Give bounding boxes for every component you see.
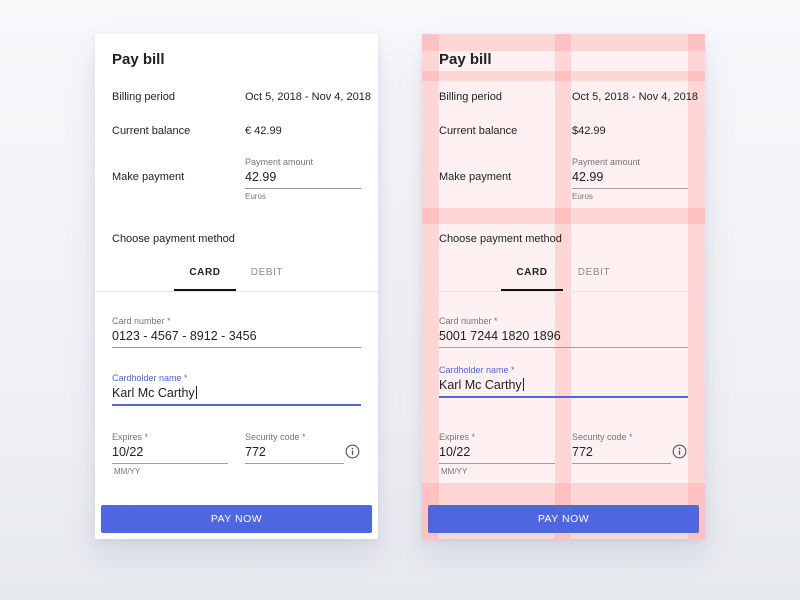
- security-code-label: Security code *: [245, 432, 306, 442]
- tab-divider: [422, 291, 705, 292]
- pay-bill-card-plain: Pay bill Billing period Oct 5, 2018 - No…: [95, 34, 378, 539]
- payment-amount-label: Payment amount: [572, 157, 641, 167]
- tab-debit[interactable]: DEBIT: [250, 267, 284, 278]
- payment-amount-underline: [572, 188, 688, 189]
- pay-now-button[interactable]: PAY NOW: [428, 505, 699, 533]
- current-balance-label: Current balance: [112, 125, 191, 137]
- info-icon[interactable]: [672, 444, 687, 459]
- security-code-field[interactable]: Security code * 772: [245, 432, 361, 464]
- security-code-field[interactable]: Security code * 772: [572, 432, 688, 464]
- expires-label: Expires *: [439, 432, 476, 442]
- info-icon[interactable]: [345, 444, 360, 459]
- payment-amount-field[interactable]: Payment amount 42.99: [245, 157, 361, 189]
- payment-amount-input[interactable]: 42.99: [572, 170, 604, 184]
- pay-now-button[interactable]: PAY NOW: [101, 505, 372, 533]
- card-number-input[interactable]: 0123 - 4567 - 8912 - 3456: [112, 329, 257, 343]
- cardholder-name-text: Karl Mc Carthy: [112, 386, 195, 400]
- grid-column-margin-right: [688, 34, 705, 539]
- expires-underline: [439, 463, 555, 464]
- card-number-label: Card number *: [439, 316, 498, 326]
- cardholder-name-label: Cardholder name *: [439, 365, 515, 375]
- security-code-input[interactable]: 772: [572, 445, 593, 459]
- tab-card[interactable]: CARD: [189, 267, 221, 278]
- card-number-field[interactable]: Card number * 0123 - 4567 - 8912 - 3456: [112, 316, 361, 348]
- payment-amount-helper: Euros: [572, 192, 593, 201]
- cardholder-name-underline: [439, 396, 688, 398]
- text-caret: [522, 378, 524, 391]
- payment-amount-field[interactable]: Payment amount 42.99: [572, 157, 688, 189]
- tab-debit[interactable]: DEBIT: [577, 267, 611, 278]
- grid-row-summary: [422, 208, 705, 224]
- page-title: Pay bill: [439, 51, 492, 68]
- expires-field[interactable]: Expires * 10/22: [112, 432, 228, 464]
- grid-column-gutter: [555, 34, 571, 539]
- tab-indicator: [501, 289, 563, 291]
- grid-row-top: [422, 34, 705, 51]
- make-payment-label: Make payment: [439, 171, 512, 183]
- expires-field[interactable]: Expires * 10/22: [439, 432, 555, 464]
- cardholder-name-text: Karl Mc Carthy: [439, 378, 522, 392]
- billing-period-value: Oct 5, 2018 - Nov 4, 2018: [572, 91, 698, 103]
- security-code-underline: [245, 463, 344, 464]
- expires-underline: [112, 463, 228, 464]
- cardholder-name-input[interactable]: Karl Mc Carthy: [112, 386, 361, 402]
- text-caret: [195, 386, 197, 399]
- payment-method-label: Choose payment method: [439, 233, 562, 245]
- payment-amount-label: Payment amount: [245, 157, 314, 167]
- cardholder-name-field[interactable]: Cardholder name * Karl Mc Carthy: [439, 365, 688, 398]
- cardholder-name-underline: [112, 404, 361, 406]
- cardholder-name-field[interactable]: Cardholder name * Karl Mc Carthy: [112, 373, 361, 406]
- current-balance-value: € 42.99: [245, 125, 282, 137]
- security-code-label: Security code *: [572, 432, 633, 442]
- tab-divider: [95, 291, 378, 292]
- current-balance-label: Current balance: [439, 125, 518, 137]
- expires-label: Expires *: [112, 432, 149, 442]
- grid-row-header: [422, 71, 705, 81]
- cardholder-name-input[interactable]: Karl Mc Carthy: [439, 378, 688, 394]
- cardholder-name-label: Cardholder name *: [112, 373, 188, 383]
- billing-period-value: Oct 5, 2018 - Nov 4, 2018: [245, 91, 371, 103]
- payment-amount-underline: [245, 188, 361, 189]
- pay-bill-card-grid: Pay bill Billing period Oct 5, 2018 - No…: [422, 34, 705, 539]
- security-code-input[interactable]: 772: [245, 445, 266, 459]
- card-number-underline: [439, 347, 688, 348]
- page-title: Pay bill: [112, 51, 165, 68]
- tab-card[interactable]: CARD: [516, 267, 548, 278]
- grid-row-actions: [422, 483, 705, 500]
- card-number-input[interactable]: 5001 7244 1820 1896: [439, 329, 561, 343]
- tab-indicator: [174, 289, 236, 291]
- expires-input[interactable]: 10/22: [439, 445, 471, 459]
- current-balance-value: $42.99: [572, 125, 606, 137]
- payment-amount-helper: Euros: [245, 192, 266, 201]
- expires-helper: MM/YY: [441, 467, 468, 476]
- card-number-underline: [112, 347, 361, 348]
- billing-period-label: Billing period: [439, 91, 502, 103]
- expires-input[interactable]: 10/22: [112, 445, 144, 459]
- grid-column-margin-left: [422, 34, 439, 539]
- payment-method-label: Choose payment method: [112, 233, 235, 245]
- billing-period-label: Billing period: [112, 91, 175, 103]
- make-payment-label: Make payment: [112, 171, 185, 183]
- card-number-label: Card number *: [112, 316, 171, 326]
- card-number-field[interactable]: Card number * 5001 7244 1820 1896: [439, 316, 688, 348]
- expires-helper: MM/YY: [114, 467, 141, 476]
- security-code-underline: [572, 463, 671, 464]
- payment-amount-input[interactable]: 42.99: [245, 170, 277, 184]
